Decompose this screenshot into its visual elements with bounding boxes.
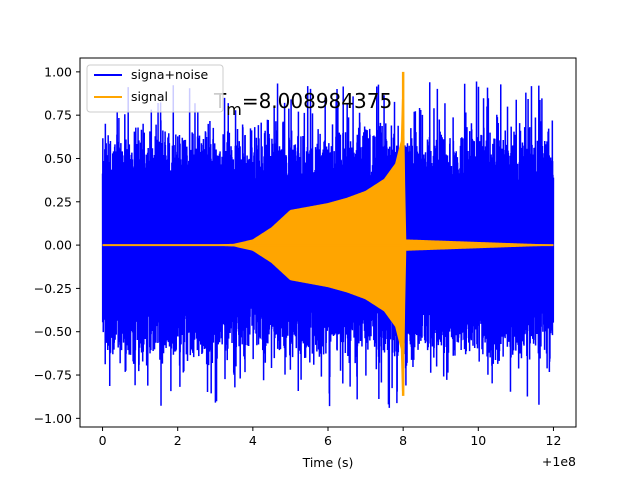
- legend-label-signal-noise: signa+noise: [131, 67, 209, 82]
- x-axis-label: Time (s): [302, 455, 354, 470]
- legend-box: [86, 64, 224, 113]
- y-tick-label: 1.00: [44, 64, 72, 79]
- y-tick-label: 0.00: [44, 238, 72, 253]
- annotation-value: =8.008984375: [242, 89, 392, 113]
- x-tick-label: 12: [546, 433, 562, 448]
- legend: signa+noise signal: [86, 64, 224, 113]
- x-tick-label: 6: [324, 433, 332, 448]
- y-tick-label: −0.50: [34, 324, 72, 339]
- annotation-subscript: m: [226, 100, 242, 119]
- axes: 0 2 4 6 8 10 12 1.00 0.75 0.50 0.25 0.00 −0.25 −0.50 −…: [34, 57, 577, 448]
- x-tick-label: 0: [99, 433, 107, 448]
- x-offset-label: +1e8: [542, 454, 576, 469]
- x-tick-label: 10: [470, 433, 486, 448]
- y-tick-label: −1.00: [34, 411, 72, 426]
- x-tick-label: 2: [174, 433, 182, 448]
- y-tick-label: −0.25: [34, 281, 72, 296]
- x-tick-label: 4: [249, 433, 257, 448]
- y-tick-label: 0.50: [44, 151, 72, 166]
- plot-area: [101, 71, 555, 408]
- y-tick-label: 0.75: [44, 108, 72, 123]
- y-tick-label: −0.75: [34, 368, 72, 383]
- y-tick-label: 0.25: [44, 194, 72, 209]
- legend-label-signal: signal: [131, 89, 168, 104]
- x-tick-label: 8: [399, 433, 407, 448]
